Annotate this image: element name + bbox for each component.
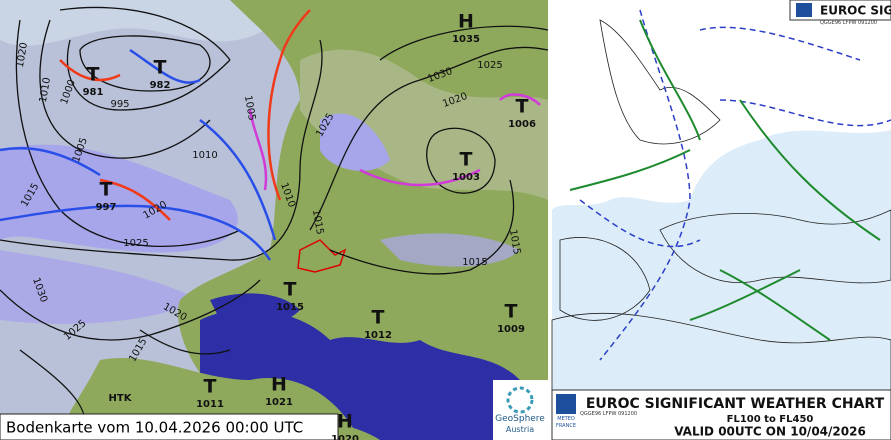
sigwx-valid: VALID 00UTC ON 10/04/2026 bbox=[674, 425, 866, 439]
isobar-label: 1015 bbox=[507, 229, 522, 256]
pressure-center-symbol: H bbox=[458, 11, 474, 33]
pressure-center-value: 1020 bbox=[331, 434, 359, 440]
isobar-label: 1020 bbox=[15, 42, 30, 69]
isobar-label: 1010 bbox=[38, 77, 53, 104]
pressure-center-symbol: T bbox=[505, 301, 518, 323]
map-caption: Bodenkarte vom 10.04.2026 00:00 UTC bbox=[6, 419, 303, 437]
pressure-center-value: 1015 bbox=[276, 302, 304, 313]
pressure-center-symbol: T bbox=[100, 179, 113, 201]
pressure-center-value: 1006 bbox=[508, 119, 536, 130]
pressure-center-value: 1003 bbox=[452, 172, 480, 183]
pressure-center-symbol: T bbox=[284, 279, 297, 301]
agency-name: METEO bbox=[557, 416, 575, 422]
isobar-label: 1025 bbox=[477, 60, 502, 71]
pressure-center-symbol: H bbox=[337, 411, 353, 433]
pressure-center-symbol: T bbox=[204, 376, 217, 398]
logo-subname: Austria bbox=[506, 425, 534, 434]
pressure-center-symbol: H bbox=[271, 374, 287, 396]
pressure-center-value: 1035 bbox=[452, 34, 480, 45]
pressure-center-symbol: T bbox=[87, 64, 100, 86]
pressure-center-value: 1021 bbox=[265, 397, 293, 408]
pressure-center-value: 1012 bbox=[364, 330, 392, 341]
isobar-label: 1025 bbox=[123, 238, 148, 249]
isobar-label: 1010 bbox=[192, 150, 217, 161]
sigwx-header: EUROC SIG bbox=[820, 4, 891, 18]
pressure-center-value: 1009 bbox=[497, 324, 525, 335]
pressure-center-value: 982 bbox=[150, 80, 171, 91]
surface-map: Bodenkarte vom 10.04.2026 00:00 UTC GeoS… bbox=[0, 0, 549, 440]
pressure-center-value: 981 bbox=[83, 87, 104, 98]
isobar-label: 1015 bbox=[462, 257, 487, 268]
agency-name-2: FRANCE bbox=[556, 423, 576, 429]
isobar-label: 1015 bbox=[310, 209, 325, 236]
pressure-center-symbol: T bbox=[372, 307, 385, 329]
sigwx-header-code: QGGE96 LFPW 091200 bbox=[820, 20, 877, 26]
pressure-center-symbol: T bbox=[460, 149, 473, 171]
pressure-center-symbol: T bbox=[154, 57, 167, 79]
pressure-center-value: 997 bbox=[96, 202, 117, 213]
sigwx-code: QGGE96 LFPW 091200 bbox=[580, 411, 637, 417]
isobar-label: 995 bbox=[110, 99, 129, 110]
station-label: HTK bbox=[109, 393, 133, 404]
isobar-label: 1005 bbox=[242, 95, 257, 122]
logo-name: GeoSphere bbox=[495, 414, 545, 424]
sigwx-title: EUROC SIGNIFICANT WEATHER CHART bbox=[586, 396, 885, 412]
sigwx-levels: FL100 to FL450 bbox=[727, 414, 814, 425]
pressure-center-value: 1011 bbox=[196, 399, 224, 410]
pressure-center-symbol: T bbox=[516, 96, 529, 118]
sigwx-map: EUROC SIG QGGE96 LFPW 091200 METEO FRANC… bbox=[551, 0, 891, 440]
